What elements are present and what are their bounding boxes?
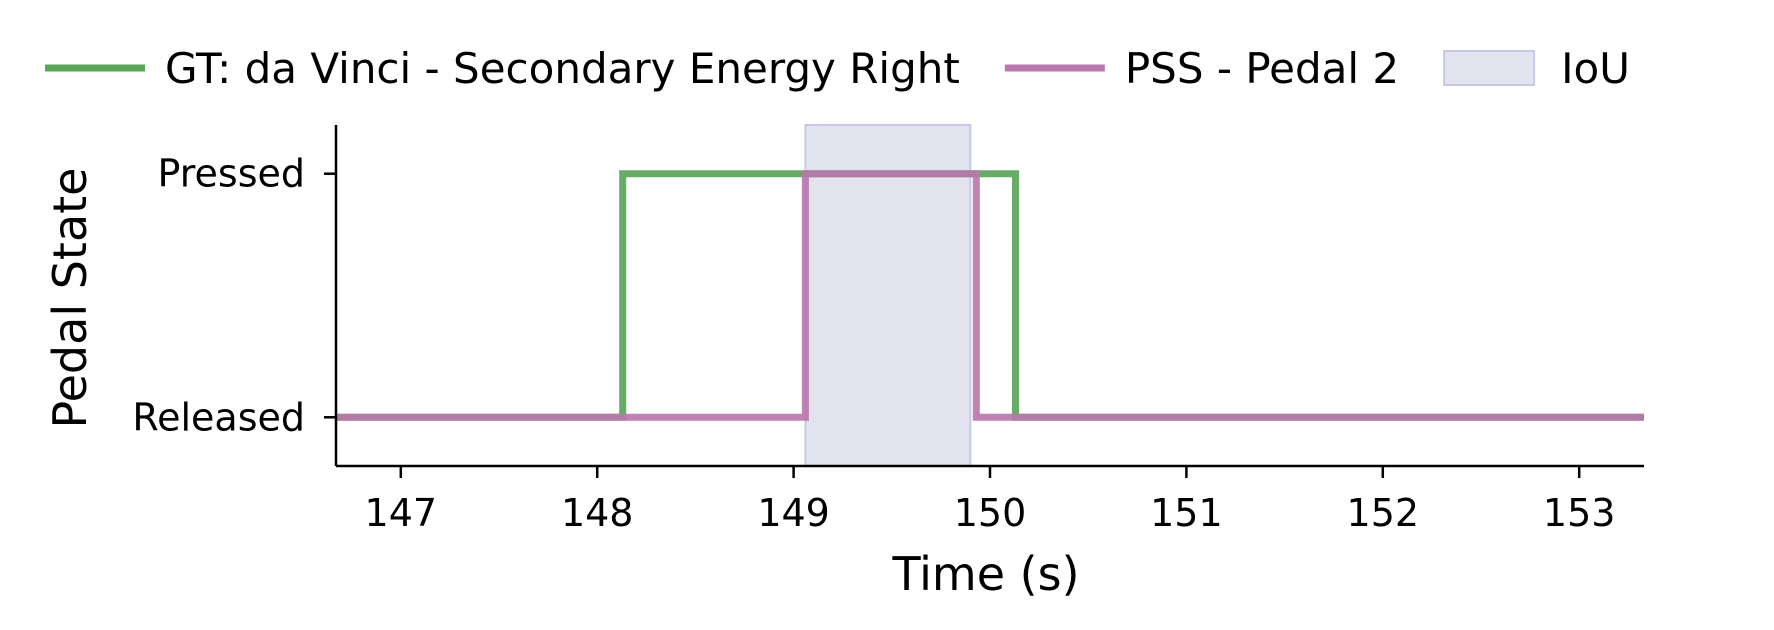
x-tick-label-6: 153 [1543, 491, 1616, 535]
legend-label-iou: IoU [1561, 44, 1630, 93]
axes: 147 148 149 150 151 152 153 Released Pressed [132, 125, 1644, 535]
x-tick-label-3: 150 [954, 491, 1027, 535]
y-tick-label-0: Released [132, 395, 305, 439]
legend-label-0: GT: da Vinci - Secondary Energy Right [165, 44, 960, 93]
series-layer [336, 170, 1644, 421]
y-tick-label-1: Pressed [157, 152, 305, 196]
y-axis-label: Pedal State [43, 168, 97, 429]
x-tick-label-5: 152 [1347, 491, 1420, 535]
series-line-0 [336, 170, 1644, 421]
x-tick-label-4: 151 [1150, 491, 1223, 535]
legend: GT: da Vinci - Secondary Energy Right PSS… [45, 44, 1630, 93]
x-tick-label-1: 148 [561, 491, 634, 535]
series-line-1 [336, 170, 1644, 421]
x-tick-label-2: 149 [757, 491, 830, 535]
legend-label-1: PSS - Pedal 2 [1125, 44, 1399, 93]
x-axis-label: Time (s) [891, 547, 1079, 601]
x-tick-label-0: 147 [365, 491, 438, 535]
legend-swatch-iou [1443, 50, 1536, 86]
